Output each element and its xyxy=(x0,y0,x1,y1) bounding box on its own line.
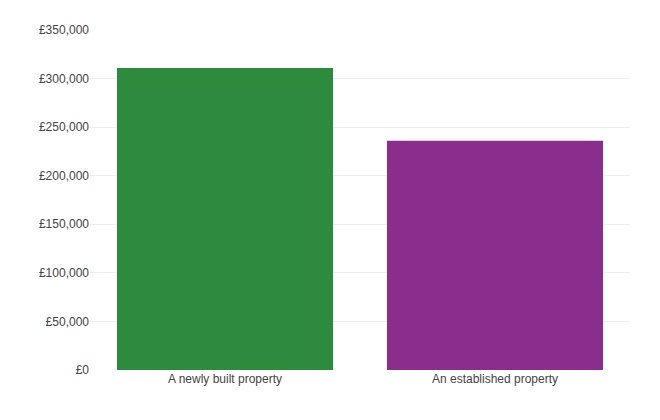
svg-text:£100,000: £100,000 xyxy=(39,266,89,280)
svg-text:A newly built property: A newly built property xyxy=(168,372,282,386)
svg-text:£150,000: £150,000 xyxy=(39,217,89,231)
svg-text:£0: £0 xyxy=(76,363,90,377)
svg-text:An established property: An established property xyxy=(432,372,558,386)
svg-text:£350,000: £350,000 xyxy=(39,23,89,37)
svg-text:£200,000: £200,000 xyxy=(39,169,89,183)
svg-text:£300,000: £300,000 xyxy=(39,72,89,86)
svg-text:£250,000: £250,000 xyxy=(39,120,89,134)
svg-text:£50,000: £50,000 xyxy=(46,315,90,329)
